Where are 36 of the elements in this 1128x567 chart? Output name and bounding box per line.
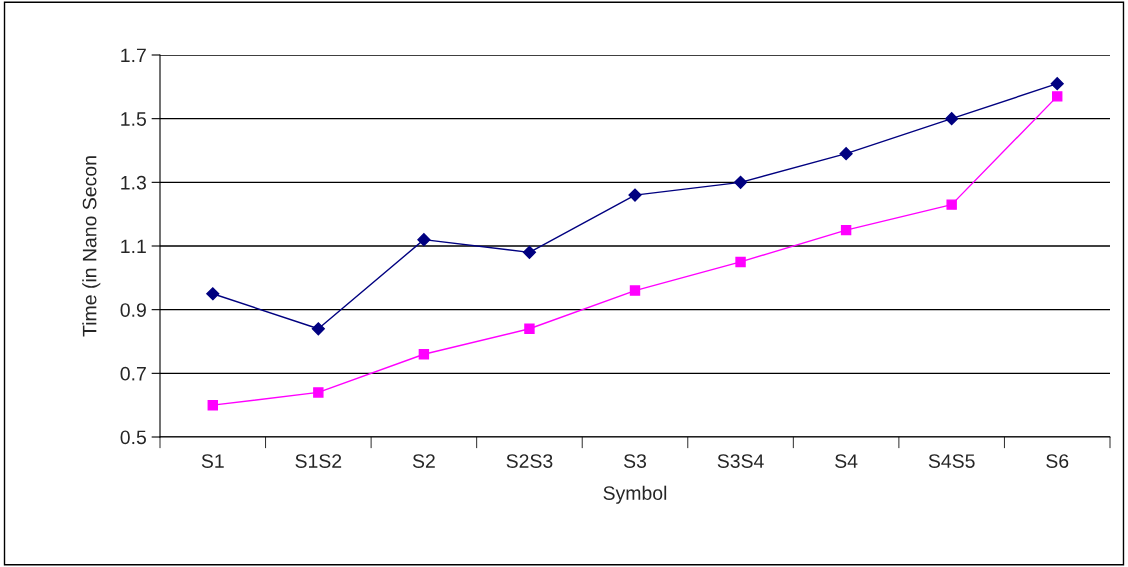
x-tick-label: S1S2 <box>295 454 342 468</box>
point <box>418 349 430 360</box>
x-tick-label: S4 <box>835 454 858 468</box>
point <box>628 188 642 202</box>
y-tick-label: 1.5 <box>121 112 146 126</box>
x-tick-label: S6 <box>1046 454 1069 468</box>
x-tick-label: S4S5 <box>928 454 975 468</box>
point <box>840 224 852 236</box>
y-tick-label: 0.9 <box>120 303 146 317</box>
point <box>735 256 746 268</box>
x-tick-label: S3 <box>623 454 647 468</box>
x-tick-label: S1 <box>201 454 224 468</box>
point <box>311 322 325 336</box>
y-tick-label: 1.3 <box>121 175 146 190</box>
y-tick-label: 1.7 <box>121 48 146 63</box>
x-tick-label: S2 <box>412 454 435 468</box>
point <box>946 199 957 210</box>
y-axis-title: Time (in Nano Secon <box>82 156 101 337</box>
x-tick-label: S2S3 <box>506 454 553 468</box>
x-tick-label: S3S4 <box>717 454 764 468</box>
point <box>524 323 535 334</box>
point <box>629 285 641 296</box>
point <box>313 387 324 398</box>
point <box>417 233 431 247</box>
point <box>206 287 220 301</box>
point <box>839 147 853 161</box>
y-tick-label: 0.7 <box>120 366 146 381</box>
y-tick-label: 1.1 <box>121 239 146 254</box>
point <box>1052 91 1063 102</box>
point <box>733 175 748 189</box>
x-axis-title: Symbol <box>603 485 667 504</box>
point <box>945 112 959 126</box>
point <box>1050 77 1064 91</box>
point <box>522 245 537 259</box>
point <box>207 399 218 411</box>
y-tick-label: 0.5 <box>120 430 146 445</box>
